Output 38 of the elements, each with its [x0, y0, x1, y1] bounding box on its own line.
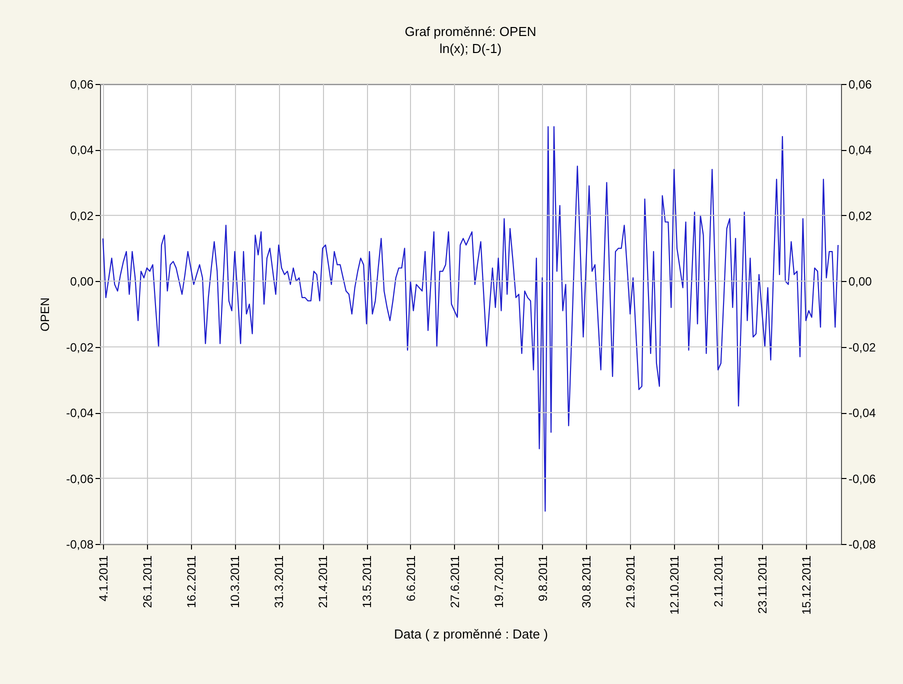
y2-tick-label: 0,04 — [848, 143, 872, 158]
x-tick-label: 16.2.2011 — [184, 555, 198, 608]
x-tick-label: 21.4.2011 — [316, 555, 330, 608]
y2-tick-label: 0,00 — [848, 274, 872, 289]
y2-tick-label: -0,06 — [848, 472, 876, 486]
x-tick-label: 31.3.2011 — [272, 555, 286, 608]
y2-tick-label: -0,08 — [848, 538, 876, 552]
y2-tick-label: 0,06 — [848, 78, 872, 92]
y2-tick-label: 0,02 — [848, 208, 872, 223]
y-tick-label: -0,04 — [66, 406, 94, 420]
y2-tick-label: -0,02 — [848, 340, 876, 354]
y-tick-label: 0,04 — [70, 143, 94, 158]
x-tick-label: 19.7.2011 — [492, 555, 506, 608]
y-tick-label: 0,02 — [70, 208, 94, 223]
x-tick-label: 6.6.2011 — [404, 555, 418, 602]
y-tick-label: 0,00 — [70, 274, 94, 289]
x-tick-label: 15.12.2011 — [799, 555, 814, 615]
x-tick-label: 30.8.2011 — [580, 555, 594, 608]
x-tick-label: 4.1.2011 — [96, 555, 110, 602]
chart-title: Graf proměnné: OPEN — [404, 24, 536, 39]
x-tick-label: 21.9.2011 — [624, 555, 638, 608]
x-tick-label: 2.11.2011 — [711, 555, 726, 608]
x-tick-label: 27.6.2011 — [448, 555, 462, 608]
chart-subtitle: ln(x); D(-1) — [439, 41, 502, 56]
y-tick-label: -0,08 — [66, 538, 94, 552]
y2-tick-label: -0,04 — [848, 406, 876, 420]
x-axis-title: Data ( z proměnné : Date ) — [394, 626, 548, 642]
y-tick-label: -0,02 — [66, 340, 94, 354]
x-tick-label: 26.1.2011 — [140, 555, 154, 608]
x-tick-label: 12.10.2011 — [668, 555, 682, 615]
x-tick-label: 23.11.2011 — [755, 555, 770, 614]
y-axis-title: OPEN — [38, 297, 52, 332]
x-tick-label: 13.5.2011 — [360, 555, 374, 608]
x-tick-label: 10.3.2011 — [228, 555, 242, 608]
y-tick-label: -0,06 — [66, 472, 94, 486]
x-tick-label: 9.8.2011 — [536, 555, 550, 602]
y-tick-label: 0,06 — [70, 78, 94, 92]
line-series — [102, 126, 839, 512]
